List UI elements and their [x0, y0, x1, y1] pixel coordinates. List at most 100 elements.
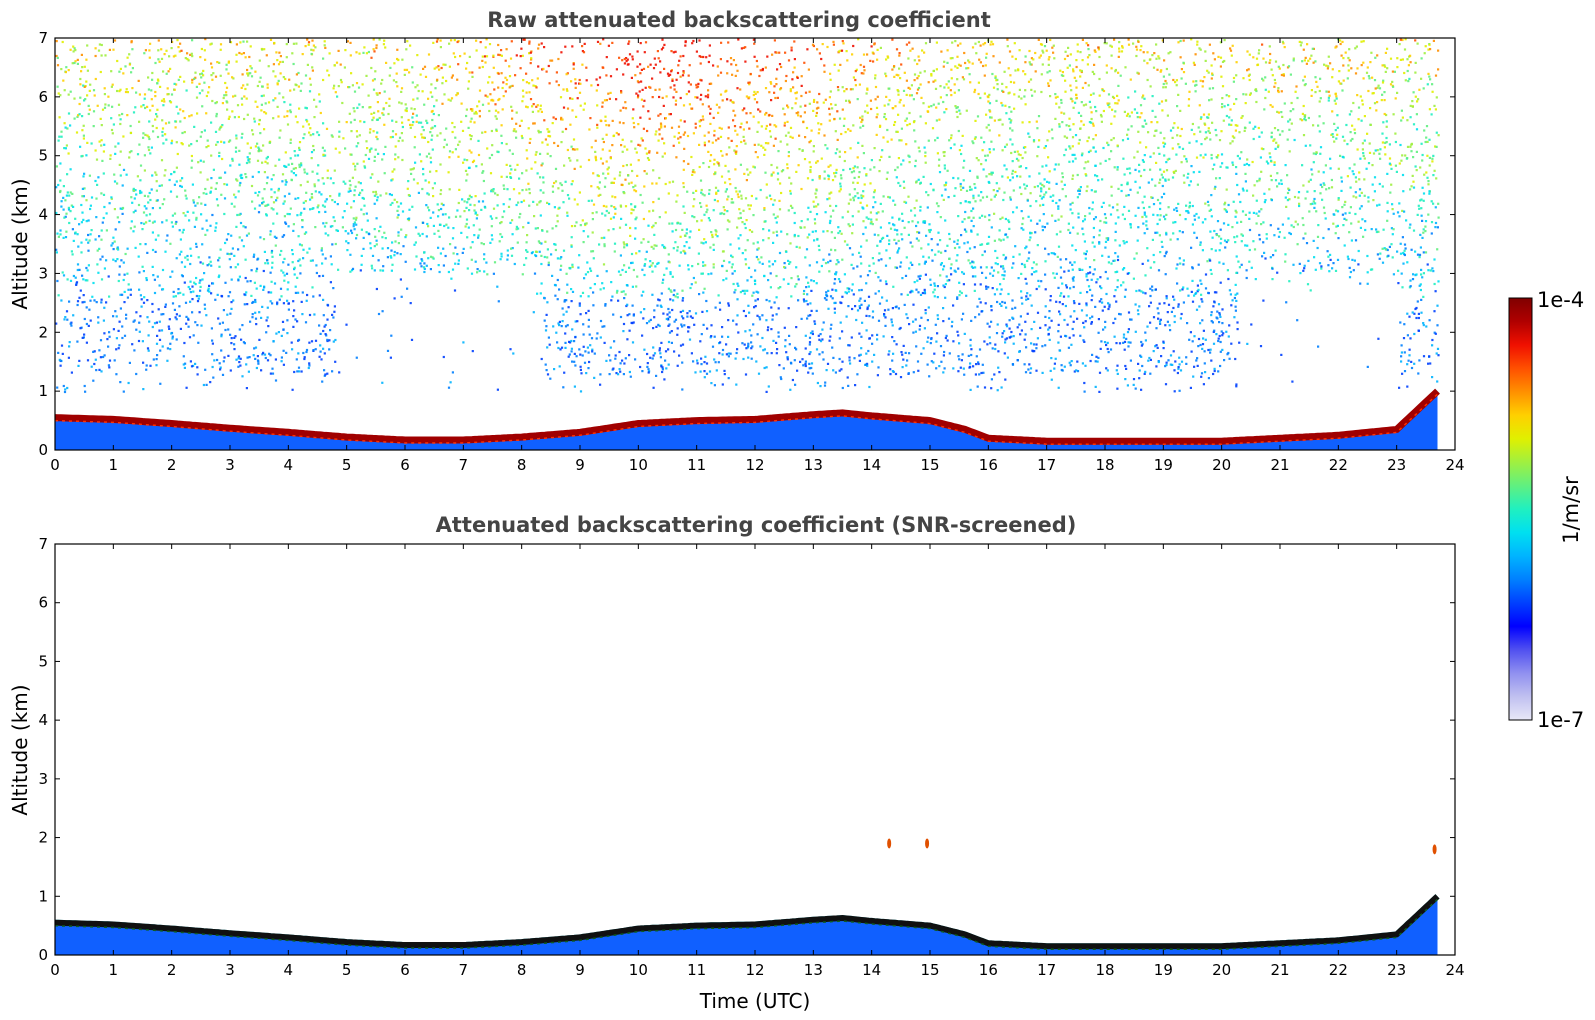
- noise-pixel: [120, 259, 123, 262]
- noise-pixel: [177, 292, 180, 295]
- noise-pixel: [772, 171, 775, 174]
- noise-pixel: [691, 170, 694, 173]
- noise-pixel: [753, 98, 756, 101]
- noise-pixel: [64, 215, 67, 218]
- noise-pixel: [1023, 338, 1026, 341]
- noise-pixel: [963, 51, 966, 55]
- noise-pixel: [246, 113, 249, 116]
- noise-pixel: [210, 327, 213, 330]
- noise-pixel: [795, 170, 798, 173]
- noise-pixel: [1348, 113, 1351, 116]
- noise-pixel: [640, 241, 643, 244]
- noise-pixel: [437, 215, 440, 218]
- noise-pixel: [877, 290, 880, 293]
- noise-pixel: [628, 313, 631, 316]
- noise-pixel: [638, 250, 641, 253]
- noise-pixel: [293, 268, 296, 271]
- noise-pixel: [237, 248, 240, 251]
- noise-pixel: [667, 363, 670, 366]
- noise-pixel: [145, 277, 148, 280]
- noise-pixel: [963, 159, 966, 162]
- noise-pixel: [272, 70, 275, 73]
- noise-pixel: [454, 136, 457, 139]
- noise-pixel: [1356, 148, 1359, 151]
- noise-pixel: [619, 362, 622, 365]
- noise-pixel: [680, 315, 684, 318]
- noise-pixel: [1037, 38, 1040, 41]
- noise-pixel: [190, 52, 193, 55]
- noise-pixel: [528, 141, 531, 144]
- noise-pixel: [687, 330, 690, 333]
- noise-pixel: [264, 356, 267, 360]
- noise-pixel: [1039, 204, 1042, 207]
- noise-pixel: [904, 119, 907, 122]
- noise-pixel: [278, 92, 281, 95]
- noise-pixel: [55, 186, 58, 189]
- noise-pixel: [924, 260, 927, 263]
- noise-pixel: [1336, 224, 1339, 227]
- noise-pixel: [301, 53, 304, 56]
- noise-pixel: [699, 78, 702, 81]
- noise-pixel: [1162, 170, 1166, 173]
- noise-pixel: [1240, 116, 1243, 119]
- noise-pixel: [884, 280, 888, 283]
- noise-pixel: [1027, 368, 1030, 371]
- noise-pixel: [466, 267, 469, 270]
- noise-pixel: [285, 165, 288, 168]
- noise-pixel: [245, 363, 248, 366]
- noise-pixel: [1124, 364, 1127, 368]
- noise-pixel: [822, 230, 825, 233]
- noise-pixel: [374, 235, 377, 238]
- noise-pixel: [216, 293, 219, 296]
- noise-pixel: [1044, 145, 1047, 148]
- noise-pixel: [532, 103, 535, 106]
- noise-pixel: [247, 370, 250, 373]
- noise-pixel: [256, 194, 260, 197]
- noise-pixel: [1391, 208, 1394, 211]
- noise-pixel: [473, 209, 476, 212]
- noise-pixel: [848, 99, 851, 102]
- noise-pixel: [283, 274, 286, 277]
- noise-pixel: [1129, 223, 1132, 226]
- noise-pixel: [1188, 141, 1191, 144]
- noise-pixel: [770, 174, 773, 177]
- noise-pixel: [175, 166, 178, 169]
- noise-pixel: [763, 366, 766, 370]
- noise-pixel: [907, 221, 910, 224]
- noise-pixel: [838, 230, 842, 233]
- noise-pixel: [411, 66, 414, 69]
- noise-pixel: [1171, 363, 1174, 366]
- noise-pixel: [1162, 347, 1165, 350]
- noise-pixel: [184, 57, 187, 60]
- noise-pixel: [265, 157, 268, 160]
- noise-pixel: [227, 140, 231, 143]
- noise-pixel: [581, 354, 584, 357]
- noise-pixel: [1214, 185, 1217, 188]
- noise-pixel: [675, 200, 678, 203]
- noise-pixel: [274, 379, 278, 382]
- noise-pixel: [847, 344, 850, 347]
- noise-pixel: [850, 289, 853, 292]
- noise-pixel: [707, 89, 710, 92]
- noise-pixel: [566, 194, 570, 197]
- noise-pixel: [1352, 195, 1355, 198]
- noise-pixel: [641, 268, 644, 271]
- noise-pixel: [213, 359, 216, 362]
- noise-pixel: [1158, 152, 1161, 155]
- noise-pixel: [1051, 214, 1054, 217]
- noise-pixel: [256, 84, 259, 88]
- noise-pixel: [891, 324, 894, 327]
- noise-pixel: [1304, 56, 1307, 59]
- noise-pixel: [1001, 216, 1004, 219]
- noise-pixel: [845, 292, 848, 295]
- noise-pixel: [713, 163, 716, 166]
- noise-pixel: [355, 237, 358, 240]
- noise-pixel: [1421, 219, 1424, 222]
- noise-pixel: [705, 204, 708, 207]
- noise-pixel: [1061, 176, 1064, 179]
- noise-pixel: [996, 256, 999, 259]
- noise-pixel: [576, 159, 579, 162]
- noise-pixel: [1058, 106, 1061, 109]
- noise-pixel: [858, 307, 862, 310]
- noise-pixel: [1015, 157, 1019, 160]
